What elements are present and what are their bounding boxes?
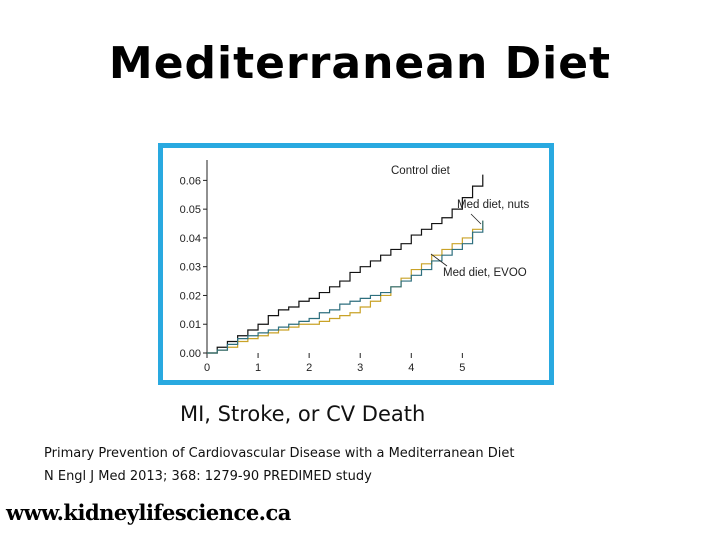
series-label-1: Med diet, nuts: [457, 199, 529, 211]
x-tick-label: 3: [357, 362, 363, 374]
website-watermark: www.kidneylifescience.ca: [6, 500, 291, 525]
reference-citation: N Engl J Med 2013; 368: 1279-90 PREDIMED…: [44, 469, 372, 484]
series-label-2: Med diet, EVOO: [443, 267, 527, 279]
chart-caption: MI, Stroke, or CV Death: [180, 402, 426, 426]
x-tick-label: 2: [306, 362, 312, 374]
x-tick-label: 5: [459, 362, 465, 374]
series-line-2: [207, 220, 484, 354]
evoo-pointer-line: [430, 253, 448, 267]
y-tick-label: 0.01: [180, 319, 201, 331]
series-label-0: Control diet: [391, 165, 451, 177]
x-tick-label: 0: [204, 362, 210, 374]
y-tick-label: 0.05: [180, 204, 201, 216]
y-tick-label: 0.03: [180, 262, 201, 274]
y-tick-label: 0.02: [180, 290, 201, 302]
y-tick-label: 0.00: [180, 348, 201, 360]
x-tick-label: 1: [255, 362, 261, 374]
cumulative-incidence-chart: 0.00 0.01 0.02 0.03 0.04 0.05 0.06 0 1 2 3 4 5 Contro…: [180, 160, 529, 374]
nuts-pointer-line: [470, 213, 482, 225]
y-tick-label: 0.06: [180, 175, 201, 187]
y-tick-label: 0.04: [180, 233, 201, 245]
chart-frame: 0.00 0.01 0.02 0.03 0.04 0.05 0.06 0 1 2 3 4 5 Contro…: [158, 143, 554, 385]
slide-title: Mediterranean Diet: [108, 38, 612, 89]
x-tick-label: 4: [408, 362, 414, 374]
reference-title: Primary Prevention of Cardiovascular Dis…: [44, 446, 515, 461]
series-line-1: [207, 220, 484, 354]
series-line-0: [207, 174, 484, 354]
